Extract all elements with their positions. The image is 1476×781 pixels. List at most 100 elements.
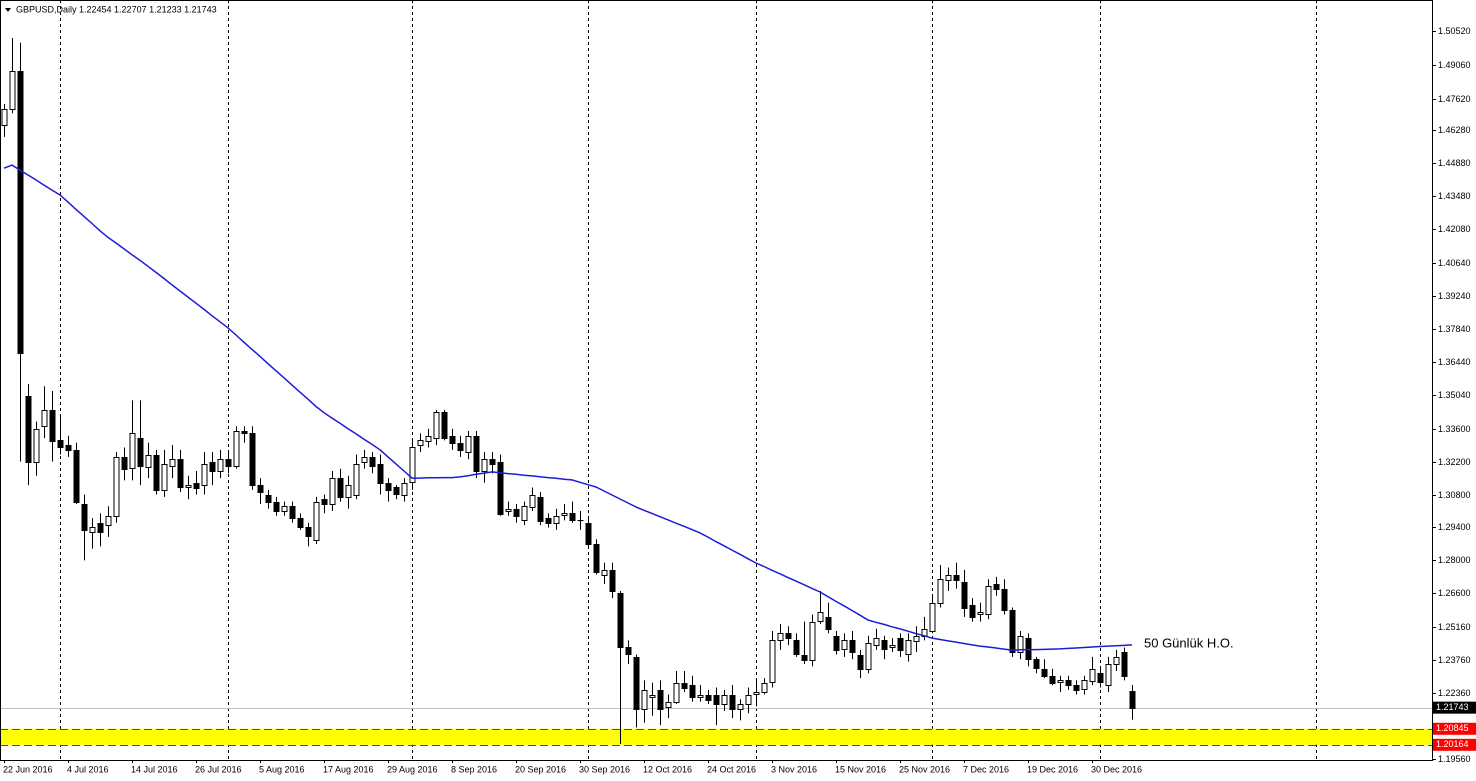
candle-body bbox=[1033, 659, 1040, 669]
candle-body bbox=[729, 695, 736, 710]
candle-body bbox=[873, 638, 880, 646]
y-tick-label: 1.50520 bbox=[1438, 26, 1471, 36]
candle-body bbox=[521, 506, 528, 521]
candle-body bbox=[465, 436, 472, 453]
candle-body bbox=[1009, 610, 1016, 653]
candle-body bbox=[913, 636, 920, 642]
candle-body bbox=[81, 504, 88, 531]
candle-body bbox=[641, 690, 648, 710]
y-tick-label: 1.37840 bbox=[1438, 324, 1471, 334]
y-tick-label: 1.49060 bbox=[1438, 60, 1471, 70]
support-zone bbox=[0, 728, 1432, 745]
candle-body bbox=[137, 438, 144, 467]
candle-body bbox=[65, 445, 72, 451]
candle-body bbox=[233, 431, 240, 467]
candle-body bbox=[121, 457, 128, 470]
candle-body bbox=[313, 502, 320, 541]
x-tick-label: 8 Sep 2016 bbox=[451, 764, 497, 774]
candle-body bbox=[513, 509, 520, 517]
candle-body bbox=[441, 412, 448, 439]
candle-body bbox=[585, 523, 592, 545]
candle-body bbox=[657, 690, 664, 710]
candle-body bbox=[1057, 680, 1064, 683]
candle-body bbox=[1073, 685, 1080, 691]
candle-body bbox=[225, 459, 232, 467]
candle-body bbox=[753, 692, 760, 695]
candle-body bbox=[33, 429, 40, 463]
x-tick-label: 5 Aug 2016 bbox=[259, 764, 305, 774]
candle-body bbox=[345, 485, 352, 498]
candle-body bbox=[273, 502, 280, 512]
candle-body bbox=[1041, 669, 1048, 677]
candle-body bbox=[425, 436, 432, 442]
ma-label: 50 Günlük H.O. bbox=[1144, 635, 1234, 650]
x-tick-label: 30 Dec 2016 bbox=[1091, 764, 1142, 774]
candle-body bbox=[1001, 589, 1008, 611]
candle-body bbox=[57, 440, 64, 448]
candle-body bbox=[449, 436, 456, 444]
y-tick-label: 1.42080 bbox=[1438, 224, 1471, 234]
candle-body bbox=[609, 570, 616, 592]
candle-body bbox=[161, 464, 168, 491]
x-tick-label: 14 Jul 2016 bbox=[131, 764, 178, 774]
candle-body bbox=[625, 647, 632, 655]
candle-body bbox=[937, 579, 944, 604]
y-tick-label: 1.33600 bbox=[1438, 424, 1471, 434]
candle-body bbox=[777, 633, 784, 641]
candle-body bbox=[617, 593, 624, 648]
candle-body bbox=[297, 518, 304, 528]
plot-border bbox=[0, 0, 1433, 761]
candle-body bbox=[961, 582, 968, 609]
candle-body bbox=[321, 499, 328, 505]
moving-average bbox=[3, 164, 1133, 651]
x-tick-label: 26 Jul 2016 bbox=[195, 764, 242, 774]
x-tick-label: 29 Aug 2016 bbox=[387, 764, 438, 774]
candle-body bbox=[89, 527, 96, 533]
candle-body bbox=[249, 433, 256, 486]
candle-body bbox=[833, 636, 840, 651]
candle-body bbox=[553, 516, 560, 524]
candle-body bbox=[993, 584, 1000, 590]
candle-body bbox=[217, 459, 224, 472]
candle-body bbox=[401, 483, 408, 496]
candle-body bbox=[689, 685, 696, 698]
candle-body bbox=[385, 483, 392, 491]
candle-body bbox=[977, 612, 984, 615]
candle-body bbox=[473, 436, 480, 472]
candle-body bbox=[1081, 680, 1088, 690]
x-tick-label: 22 Jun 2016 bbox=[3, 764, 53, 774]
candle-body bbox=[881, 640, 888, 650]
chart-title: GBPUSD,Daily 1.22454 1.22707 1.21233 1.2… bbox=[16, 4, 217, 14]
y-tick-label: 1.23760 bbox=[1438, 655, 1471, 665]
candle-body bbox=[25, 396, 32, 463]
candle-body bbox=[129, 433, 136, 469]
candle-body bbox=[1017, 636, 1024, 653]
candle-body bbox=[289, 506, 296, 519]
candle-body bbox=[801, 655, 808, 661]
y-tick-label: 1.22360 bbox=[1438, 688, 1471, 698]
candle-body bbox=[201, 464, 208, 486]
y-tick-label: 1.32200 bbox=[1438, 457, 1471, 467]
candle-body bbox=[649, 695, 656, 698]
candle-body bbox=[897, 638, 904, 651]
candle-body bbox=[1065, 680, 1072, 686]
candle-body bbox=[809, 622, 816, 661]
x-tick-label: 24 Oct 2016 bbox=[707, 764, 756, 774]
candle-body bbox=[337, 478, 344, 498]
plot-area bbox=[0, 0, 1432, 760]
candle-body bbox=[169, 459, 176, 467]
y-tick-label: 1.40640 bbox=[1438, 258, 1471, 268]
candle-body bbox=[265, 495, 272, 503]
candle-body bbox=[1089, 669, 1096, 682]
candle-body bbox=[633, 657, 640, 710]
y-tick-label: 1.39240 bbox=[1438, 291, 1471, 301]
candle-body bbox=[457, 443, 464, 451]
level-box bbox=[1433, 738, 1476, 751]
candle-body bbox=[681, 683, 688, 689]
menu-triangle[interactable] bbox=[5, 8, 11, 12]
y-tick-label: 1.25160 bbox=[1438, 622, 1471, 632]
y-tick-label: 1.43480 bbox=[1438, 191, 1471, 201]
candle-body bbox=[713, 695, 720, 705]
candle-body bbox=[1113, 657, 1120, 665]
